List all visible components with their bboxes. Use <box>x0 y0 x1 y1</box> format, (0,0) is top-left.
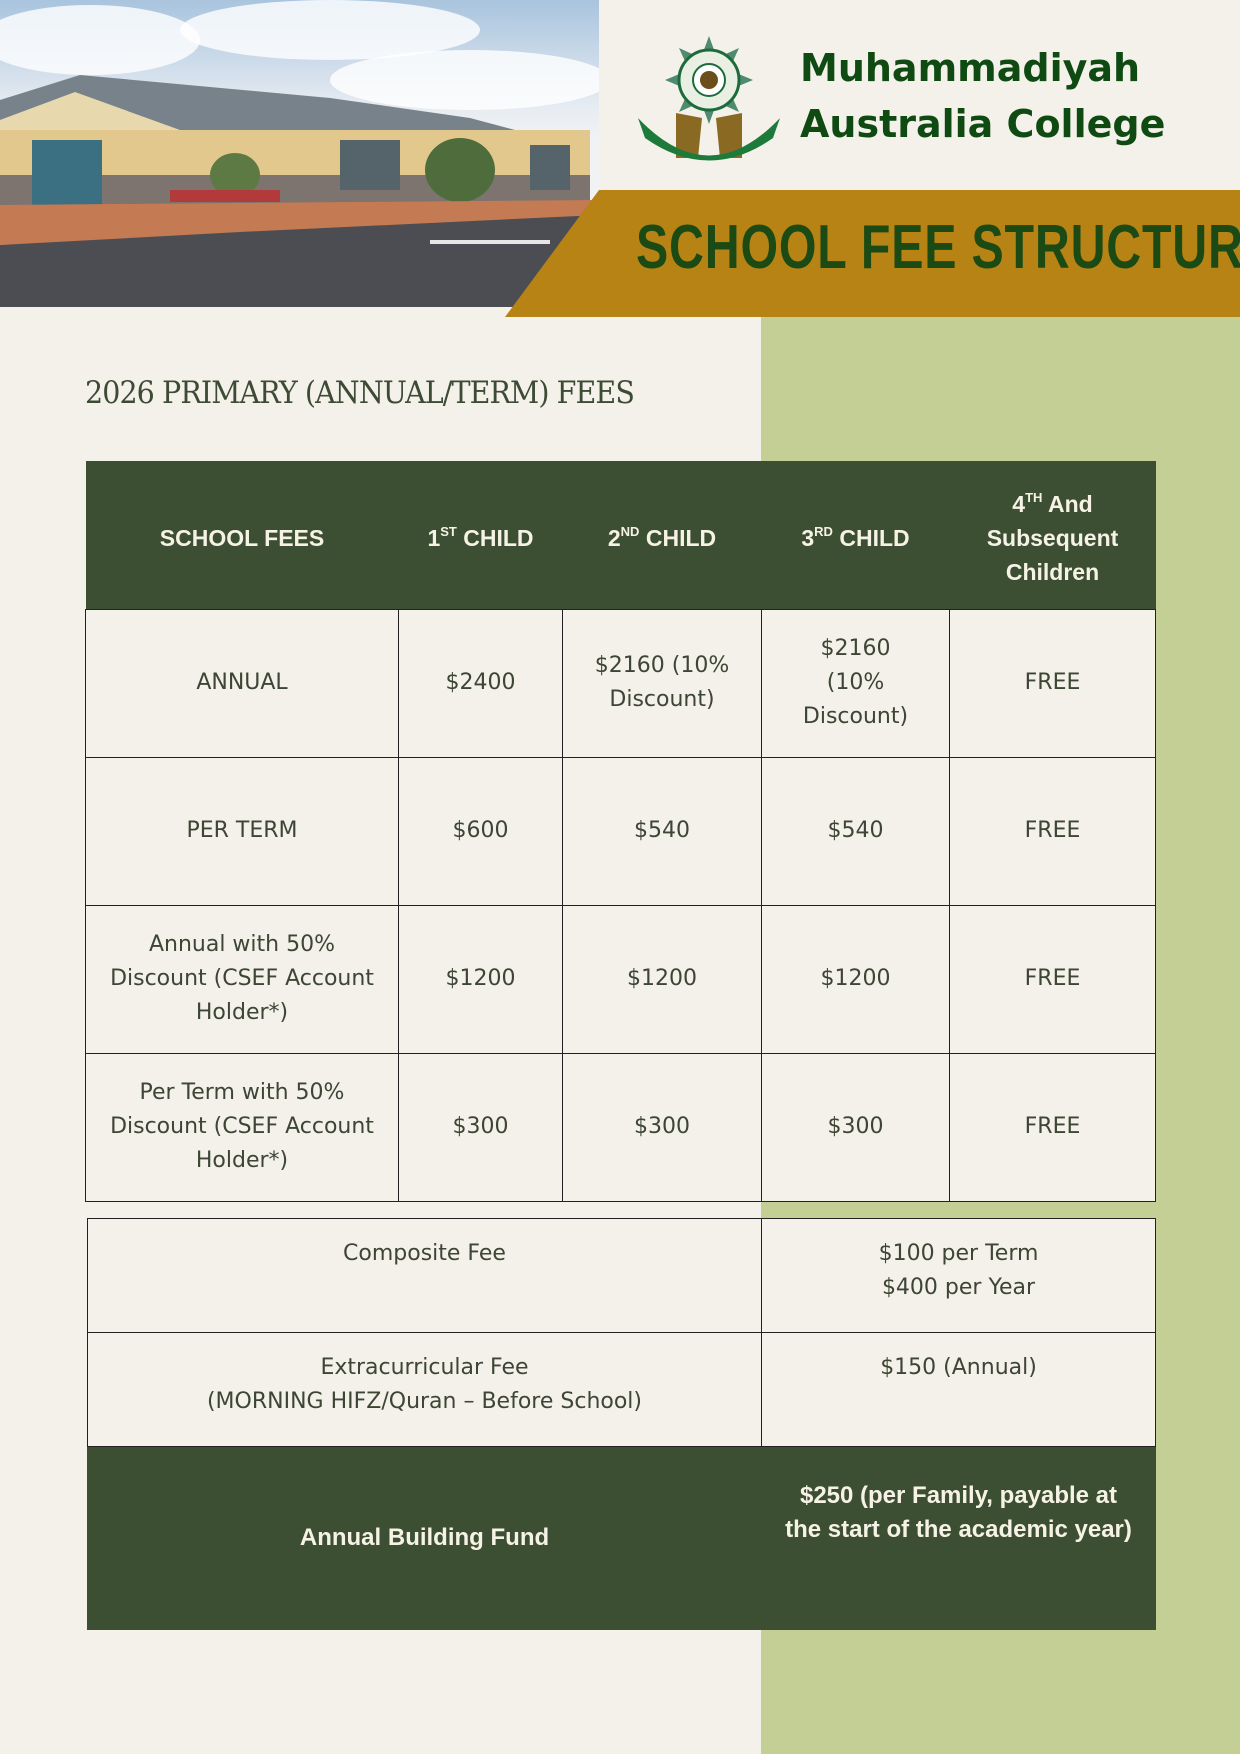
table-row: Annual with 50% Discount (CSEF Account H… <box>85 904 1156 1054</box>
row-label: Annual with 50% Discount (CSEF Account H… <box>85 904 399 1054</box>
fee-table: SCHOOL FEES 1ST CHILD 2ND CHILD 3RD CHILD 4T… <box>85 461 1156 1202</box>
fee-table-header: SCHOOL FEES 1ST CHILD 2ND CHILD 3RD CHILD 4T… <box>85 461 1156 609</box>
column-header: 2ND CHILD <box>562 461 762 609</box>
college-name-line2: Australia College <box>800 102 1166 146</box>
fee-cell: $300 <box>398 1052 563 1202</box>
college-name: Muhammadiyah Australia College <box>800 40 1165 152</box>
row-label: ANNUAL <box>85 608 399 758</box>
college-name-line1: Muhammadiyah <box>800 46 1141 90</box>
table-row: Per Term with 50% Discount (CSEF Account… <box>85 1052 1156 1202</box>
fee-cell: FREE <box>949 756 1156 906</box>
fee-cell: FREE <box>949 904 1156 1054</box>
other-fee-value: $150 (Annual) <box>761 1332 1156 1447</box>
other-fee-row: Composite Fee $100 per Term $400 per Year <box>87 1218 1156 1333</box>
fee-cell: $2160 (10% Discount) <box>562 608 762 758</box>
other-fees-table: Composite Fee $100 per Term $400 per Year… <box>87 1218 1156 1630</box>
header-text-rest: CHILD <box>456 524 534 551</box>
banner-title: SCHOOL FEE STRUCTURE <box>636 213 1240 282</box>
other-fee-label: Extracurricular Fee (MORNING HIFZ/Quran … <box>87 1332 762 1447</box>
fee-cell: $300 <box>562 1052 762 1202</box>
other-fee-label: Composite Fee <box>87 1218 762 1333</box>
header-text-rest: And Subsequent Children <box>986 490 1119 585</box>
header-superscript: TH <box>1025 489 1043 505</box>
table-row: PER TERM $600 $540 $540 FREE <box>85 756 1156 906</box>
header-text: 4 <box>1012 490 1026 517</box>
title-banner <box>505 190 1240 317</box>
header-text: 2 <box>607 524 621 551</box>
column-header: 4TH And Subsequent Children <box>949 461 1156 609</box>
row-label: Per Term with 50% Discount (CSEF Account… <box>85 1052 399 1202</box>
other-fee-row: Annual Building Fund $250 (per Family, pa… <box>87 1446 1156 1630</box>
header-text: 3 <box>801 524 815 551</box>
section-heading: 2026 PRIMARY (ANNUAL/TERM) FEES <box>85 375 635 411</box>
header-superscript: ND <box>620 523 640 539</box>
fee-cell: $540 <box>761 756 950 906</box>
fee-cell: $540 <box>562 756 762 906</box>
other-fee-label: Annual Building Fund <box>87 1446 762 1630</box>
school-building-photo <box>0 0 599 307</box>
fee-cell: FREE <box>949 1052 1156 1202</box>
other-fee-value: $100 per Term $400 per Year <box>761 1218 1156 1333</box>
header-superscript: ST <box>440 523 457 539</box>
other-fee-value: $250 (per Family, payable at the start o… <box>761 1446 1156 1630</box>
header-text-rest: CHILD <box>832 524 910 551</box>
fee-cell: $2400 <box>398 608 563 758</box>
fee-cell: $600 <box>398 756 563 906</box>
column-header: 1ST CHILD <box>398 461 563 609</box>
column-header: SCHOOL FEES <box>85 461 399 609</box>
column-header: 3RD CHILD <box>761 461 950 609</box>
header-superscript: RD <box>814 523 833 539</box>
fee-cell: $1200 <box>398 904 563 1054</box>
fee-cell: $2160 (10% Discount) <box>761 608 950 758</box>
college-logo <box>628 18 790 170</box>
header-text: 1 <box>427 524 441 551</box>
fee-cell: $1200 <box>761 904 950 1054</box>
fee-cell: $1200 <box>562 904 762 1054</box>
row-label: PER TERM <box>85 756 399 906</box>
header-text: SCHOOL FEES <box>159 524 325 551</box>
other-fee-row: Extracurricular Fee (MORNING HIFZ/Quran … <box>87 1332 1156 1447</box>
fee-cell: $300 <box>761 1052 950 1202</box>
header-text-rest: CHILD <box>639 524 717 551</box>
fee-cell: FREE <box>949 608 1156 758</box>
table-row: ANNUAL $2400 $2160 (10% Discount) $2160 (10… <box>85 608 1156 758</box>
